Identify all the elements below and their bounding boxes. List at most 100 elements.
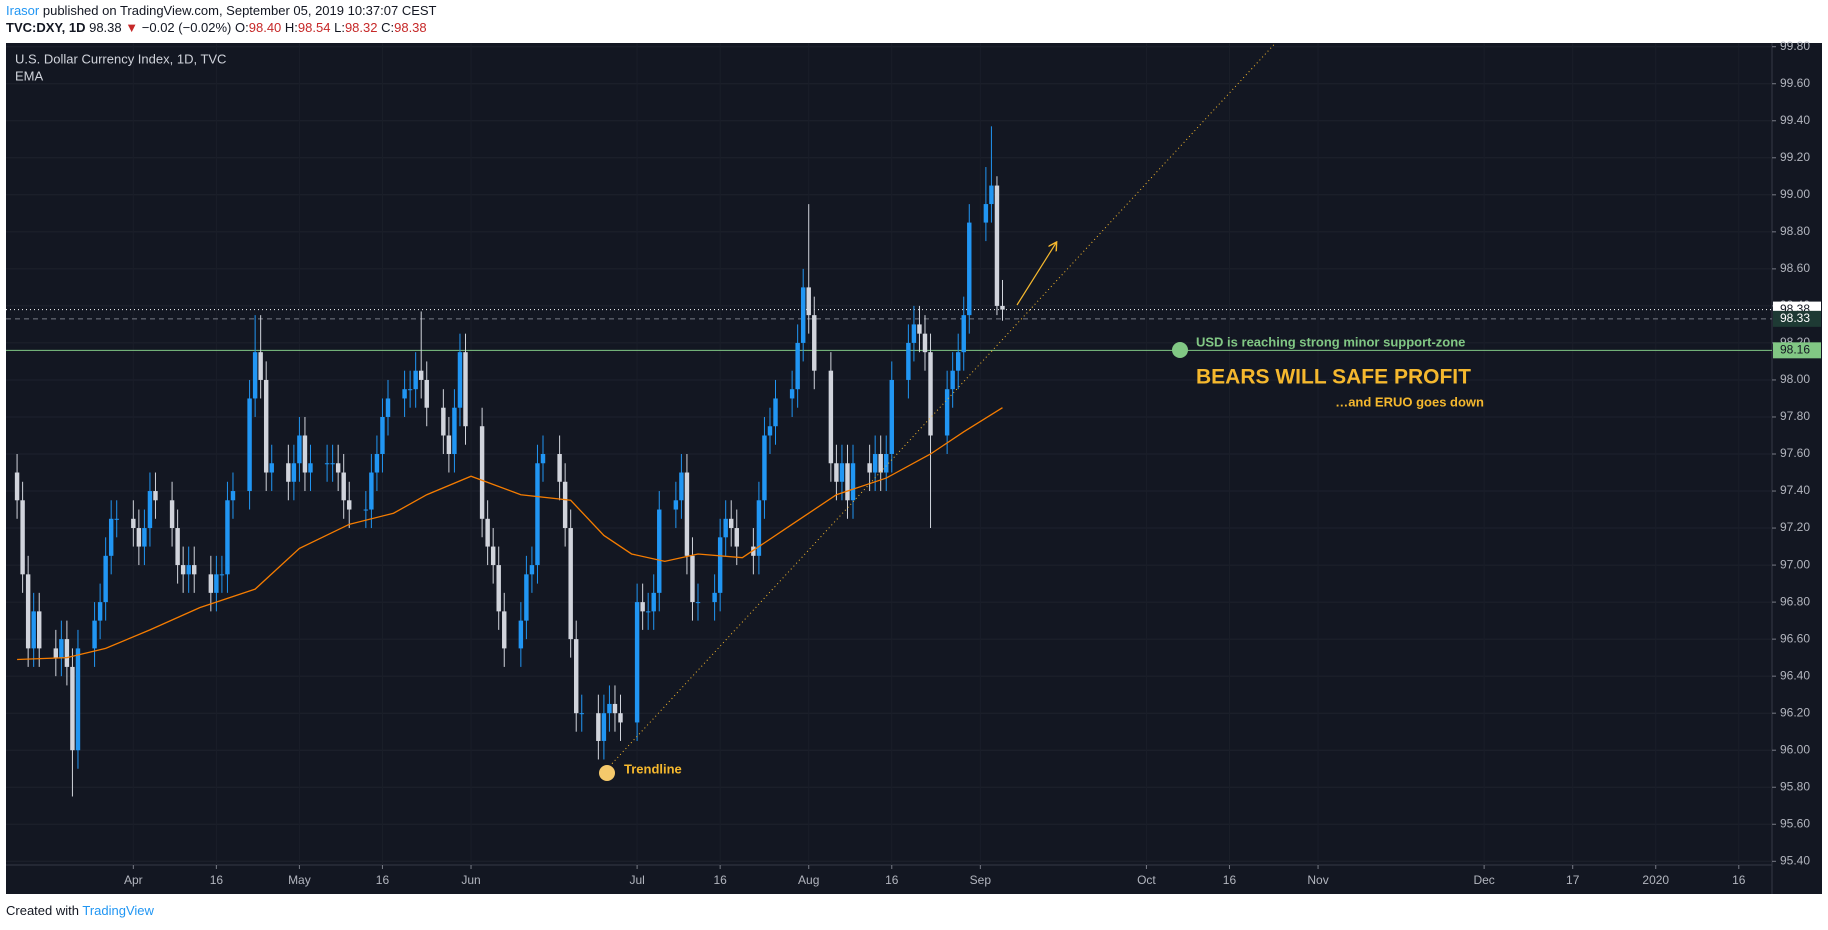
y-tick-label: 99.80: [1780, 39, 1810, 53]
candle-body: [562, 481, 568, 529]
trendline-marker: [599, 765, 615, 781]
x-tick-label: Nov: [1307, 873, 1328, 887]
candle-body: [219, 574, 225, 576]
candle-body: [955, 352, 961, 371]
x-tick-label: Aug: [798, 873, 819, 887]
candle-body: [872, 454, 878, 473]
y-tick-label: 98.80: [1780, 224, 1810, 238]
candle-body: [208, 574, 214, 593]
footer-brand[interactable]: TradingView: [82, 903, 154, 918]
candle-body: [103, 555, 108, 603]
header-line: TVC:DXY, 1D 98.38 ▼ −0.02 (−0.02%) O:98.…: [6, 19, 436, 36]
candle-body: [928, 352, 933, 436]
plot-area: [6, 44, 1772, 797]
candle-body: [496, 565, 501, 612]
candle-body: [911, 324, 917, 343]
candle-body: [153, 491, 158, 501]
candle-body: [557, 454, 562, 482]
candle-body: [568, 528, 573, 640]
candle-body: [695, 602, 701, 604]
candle-body: [402, 389, 407, 399]
candle-body: [834, 463, 839, 482]
candle-body: [729, 518, 734, 529]
candle-body: [180, 565, 186, 575]
y-tick-label: 96.20: [1780, 705, 1810, 719]
candle-body: [640, 602, 645, 612]
candle-body: [335, 463, 341, 473]
x-tick-label: 2020: [1642, 873, 1669, 887]
candle-body: [596, 713, 601, 741]
candle-body: [867, 463, 872, 473]
y-tick-label: 96.80: [1780, 594, 1810, 608]
candle-body: [812, 315, 817, 371]
candle-body: [252, 352, 258, 399]
y-tick-label: 97.60: [1780, 446, 1810, 460]
author[interactable]: Irasor: [6, 3, 40, 18]
price-label: 98.16: [1780, 342, 1810, 356]
candle-body: [634, 602, 640, 723]
candle-body: [114, 518, 119, 520]
x-tick-label: Oct: [1137, 873, 1156, 887]
candle-body: [828, 370, 834, 464]
price-label-box: [1773, 342, 1821, 359]
candle-body: [518, 620, 524, 649]
candle-body: [657, 509, 662, 593]
c-label: C:: [381, 20, 395, 35]
candle-body: [607, 703, 612, 714]
x-tick-label: Apr: [124, 873, 143, 887]
candle-body: [341, 472, 346, 501]
y-tick-label: 99.00: [1780, 187, 1810, 201]
candle-body: [994, 185, 1000, 306]
y-tick-label: 97.20: [1780, 520, 1810, 534]
annotation: USD is reaching strong minor support-zon…: [1196, 334, 1465, 349]
indicator-label: EMA: [15, 68, 44, 83]
last-price: 98.38: [89, 20, 122, 35]
y-tick-label: 99.60: [1780, 76, 1810, 90]
candle-body: [762, 435, 767, 501]
o-label: O:: [235, 20, 249, 35]
price-label-box: [1773, 310, 1821, 327]
candle-body: [618, 713, 623, 723]
candle-body: [263, 379, 269, 473]
candle-body: [175, 528, 180, 566]
candle-body: [756, 500, 762, 556]
x-tick-label: 16: [1732, 873, 1746, 887]
candle-body: [380, 416, 385, 454]
candle-body: [795, 342, 800, 390]
header: Irasor published on TradingView.com, Sep…: [6, 2, 436, 36]
annotation: Trendline: [624, 761, 682, 776]
candle-body: [142, 528, 147, 547]
x-tick-label: 17: [1566, 873, 1580, 887]
candle-body: [800, 287, 806, 343]
candle-body: [247, 398, 252, 492]
candle-body: [767, 426, 773, 436]
y-tick-label: 99.20: [1780, 150, 1810, 164]
candle-body: [917, 324, 922, 334]
candle-body: [413, 370, 418, 390]
candle-body: [131, 518, 136, 529]
candle-body: [418, 370, 424, 380]
candle-body: [645, 611, 651, 613]
candle-body: [839, 463, 845, 482]
candle-body: [573, 639, 579, 714]
candle-body: [92, 620, 97, 649]
x-tick-label: Jul: [629, 873, 644, 887]
header-line: Irasor published on TradingView.com, Sep…: [6, 2, 436, 19]
candle-body: [64, 639, 70, 667]
y-tick-label: 96.40: [1780, 668, 1810, 682]
y-tick-label: 95.60: [1780, 816, 1810, 830]
support-marker: [1172, 342, 1188, 358]
c-value: 98.38: [394, 20, 427, 35]
candle-body: [673, 500, 679, 510]
candle-body: [961, 315, 966, 353]
published: published on TradingView.com, September …: [42, 3, 437, 18]
y-tick-label: 97.00: [1780, 557, 1810, 571]
candle-body: [147, 491, 153, 529]
candle-body: [214, 574, 219, 593]
candle-body: [712, 592, 717, 603]
candle-body: [31, 611, 36, 649]
candle-body: [108, 518, 114, 556]
candle-body: [751, 546, 756, 556]
candle-body: [192, 565, 197, 575]
y-tick-label: 95.80: [1780, 779, 1810, 793]
